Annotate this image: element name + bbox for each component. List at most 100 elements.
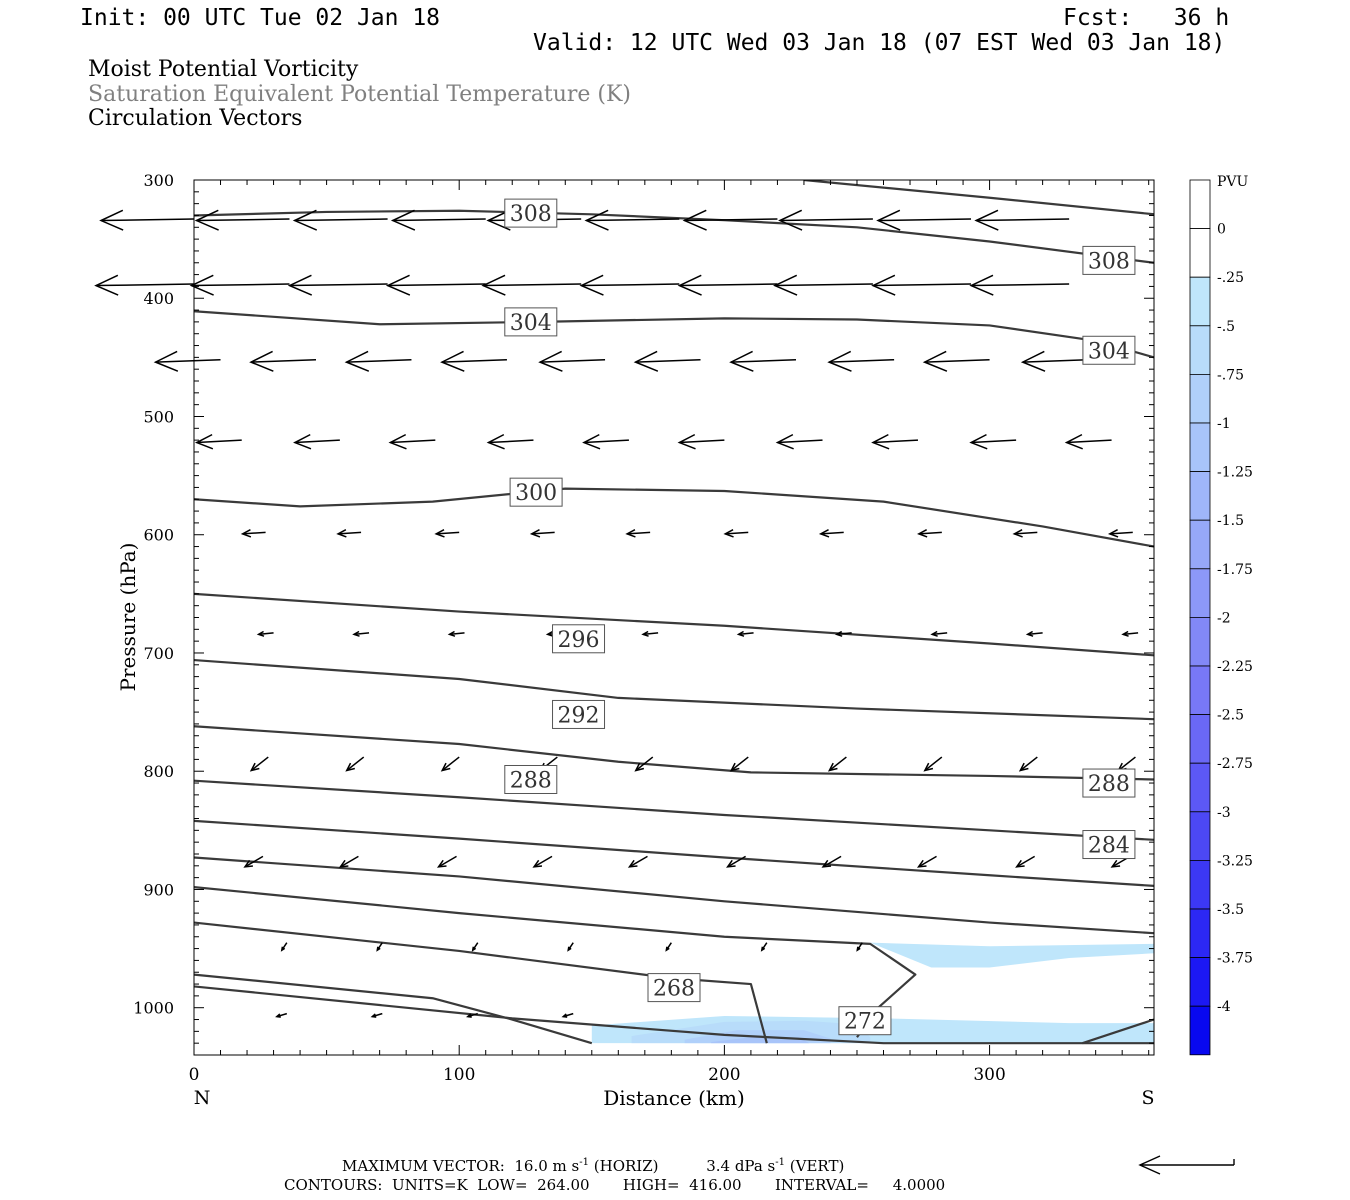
- horiz-max-value: 16.0 m s: [514, 1157, 580, 1175]
- circulation-vector: [532, 855, 553, 868]
- circulation-vector: [1025, 630, 1043, 637]
- circulation-vector: [665, 942, 672, 952]
- field-title-theta-es: Saturation Equivalent Potential Temperat…: [88, 82, 631, 107]
- circulation-vector: [729, 756, 749, 772]
- circulation-vector: [434, 529, 460, 538]
- forecast-hour: Fcst: 36 h: [1063, 5, 1230, 31]
- x-tick-label: 300: [973, 1065, 1005, 1085]
- vert-tag: (VERT): [789, 1157, 845, 1175]
- y-tick-label: 700: [143, 644, 174, 663]
- circulation-vector: [627, 855, 648, 868]
- circulation-vector: [584, 209, 680, 231]
- colorbar-level-label: -.75: [1217, 367, 1244, 383]
- x-tick-label: 100: [443, 1065, 475, 1085]
- circulation-vector: [778, 209, 873, 231]
- circulation-vector: [194, 433, 242, 450]
- circulation-vector: [775, 433, 823, 450]
- circulation-vector: [194, 209, 290, 231]
- circulation-vector: [240, 529, 266, 538]
- colorbar-level-label: -3: [1217, 805, 1231, 821]
- circulation-vector: [486, 433, 534, 450]
- colorbar-swatch: [1189, 228, 1211, 278]
- circulation-vector: [529, 529, 555, 538]
- circulation-vector: [275, 1012, 288, 1018]
- circulation-vector: [723, 529, 749, 538]
- circulation-vector: [385, 274, 486, 296]
- colorbar-level-label: -2: [1217, 610, 1231, 626]
- svg-text:300: 300: [515, 481, 557, 506]
- north-end-label: N: [194, 1087, 211, 1109]
- circulation-vector: [625, 529, 651, 538]
- circulation-vector: [345, 756, 365, 772]
- horiz-unit-exponent: -1: [579, 1157, 589, 1168]
- max-vector-line: MAXIMUM VECTOR: 16.0 m s-1 (HORIZ) 3.4 d…: [342, 1158, 844, 1174]
- contour-label: 288: [504, 764, 558, 794]
- circulation-vector: [538, 350, 606, 372]
- circulation-vector: [827, 350, 895, 372]
- circulation-vector: [1117, 756, 1136, 772]
- circulation-vector: [818, 529, 844, 538]
- circulation-vector: [736, 630, 754, 637]
- theta-es-contour: [194, 658, 1154, 721]
- circulation-vector: [249, 756, 269, 772]
- circulation-vector: [440, 756, 460, 772]
- circulation-vector: [634, 756, 654, 772]
- axis-ticks: [193, 179, 1154, 1056]
- colorbar-level-label: -1: [1217, 416, 1231, 432]
- colorbar-swatch: [1189, 908, 1211, 958]
- contour-label: 304: [504, 307, 558, 337]
- contour-label: 284: [1082, 830, 1136, 860]
- circulation-vector: [582, 433, 629, 450]
- colorbar-swatch: [1189, 1005, 1211, 1056]
- circulation-vector: [1018, 756, 1038, 772]
- circulation-vector: [1012, 529, 1038, 538]
- circulation-vector: [481, 274, 582, 296]
- circulation-vector: [917, 529, 942, 538]
- circulation-vector: [1020, 350, 1088, 372]
- circulation-vector: [871, 433, 919, 450]
- circulation-vector: [930, 630, 948, 637]
- theta-es-contour: [194, 487, 1154, 548]
- circulation-vector: [1121, 630, 1139, 637]
- circulation-vector: [338, 855, 359, 868]
- svg-text:308: 308: [1088, 249, 1130, 274]
- south-end-label: S: [1141, 1087, 1154, 1109]
- circulation-vector: [871, 274, 972, 296]
- circulation-vector: [352, 630, 370, 637]
- circulation-vector: [677, 274, 778, 296]
- circulation-vector: [773, 274, 873, 296]
- circulation-vectors: [94, 209, 1139, 1018]
- colorbar-swatch: [1189, 860, 1211, 910]
- circulation-vector: [760, 942, 768, 952]
- axis-labels: 300 400 500 600 700 800 900 1000 0 100 200 300 N S Dis…: [116, 171, 1155, 1110]
- colorbar-swatch: [1189, 422, 1211, 472]
- circulation-vector: [189, 274, 290, 296]
- svg-text:296: 296: [558, 628, 600, 653]
- circulation-vector: [280, 942, 288, 952]
- svg-text:284: 284: [1088, 834, 1130, 859]
- svg-text:308: 308: [510, 202, 552, 227]
- circulation-vector: [388, 433, 436, 450]
- circulation-vector: [729, 350, 797, 372]
- x-tick-label: 200: [708, 1065, 740, 1085]
- colorbar-swatch: [1189, 957, 1211, 1007]
- valid-time: Valid: 12 UTC Wed 03 Jan 18 (07 EST Wed …: [533, 30, 1226, 56]
- theta-es-contour: [194, 973, 593, 1045]
- circulation-vector: [344, 350, 412, 372]
- colorbar-swatch: [1189, 665, 1211, 715]
- colorbar-swatch: [1189, 617, 1211, 667]
- circulation-vector: [641, 630, 659, 637]
- y-tick-label: 500: [143, 407, 174, 426]
- y-tick-label: 300: [143, 171, 174, 190]
- circulation-vector: [969, 274, 1070, 296]
- colorbar-level-label: -3.75: [1217, 951, 1253, 967]
- circulation-vector: [561, 1012, 574, 1018]
- contour-label: 268: [647, 973, 701, 1003]
- circulation-vector: [579, 274, 680, 296]
- contour-label: 292: [552, 699, 606, 729]
- circulation-vector: [99, 209, 195, 231]
- circulation-vector: [376, 942, 383, 952]
- circulation-vector: [293, 433, 340, 450]
- svg-text:288: 288: [510, 768, 552, 793]
- colorbar-level-label: -2.25: [1217, 659, 1253, 675]
